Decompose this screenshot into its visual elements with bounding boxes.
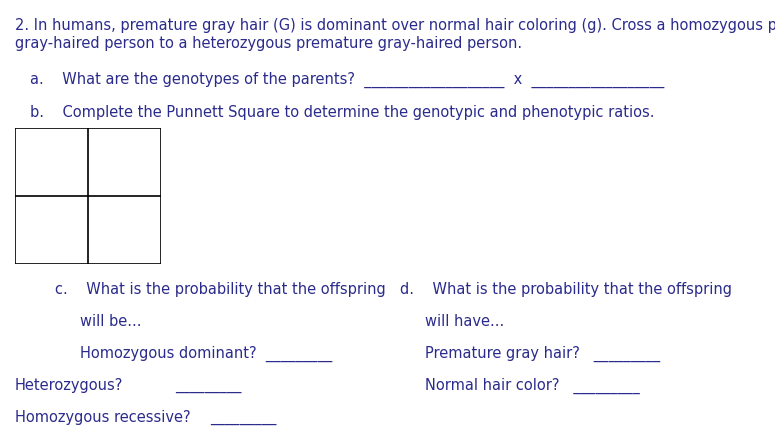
Text: _________: _________ — [210, 410, 277, 425]
Text: d.    What is the probability that the offspring: d. What is the probability that the offs… — [400, 282, 732, 297]
Text: Homozygous dominant?  _________: Homozygous dominant? _________ — [80, 346, 332, 362]
Text: Normal hair color?   _________: Normal hair color? _________ — [425, 378, 639, 394]
Text: 2. In humans, premature gray hair (G) is dominant over normal hair coloring (g).: 2. In humans, premature gray hair (G) is… — [15, 18, 775, 33]
Text: Heterozygous?: Heterozygous? — [15, 378, 123, 393]
Text: c.    What is the probability that the offspring: c. What is the probability that the offs… — [55, 282, 386, 297]
Text: gray-haired person to a heterozygous premature gray-haired person.: gray-haired person to a heterozygous pre… — [15, 36, 522, 51]
Text: Premature gray hair?   _________: Premature gray hair? _________ — [425, 346, 660, 362]
Text: will have...: will have... — [425, 314, 505, 329]
Text: Homozygous recessive?: Homozygous recessive? — [15, 410, 191, 425]
Text: b.    Complete the Punnett Square to determine the genotypic and phenotypic rati: b. Complete the Punnett Square to determ… — [30, 105, 655, 120]
Text: a.    What are the genotypes of the parents?  ___________________  x  __________: a. What are the genotypes of the parents… — [30, 72, 664, 88]
Text: _________: _________ — [175, 378, 241, 393]
Text: will be...: will be... — [80, 314, 142, 329]
